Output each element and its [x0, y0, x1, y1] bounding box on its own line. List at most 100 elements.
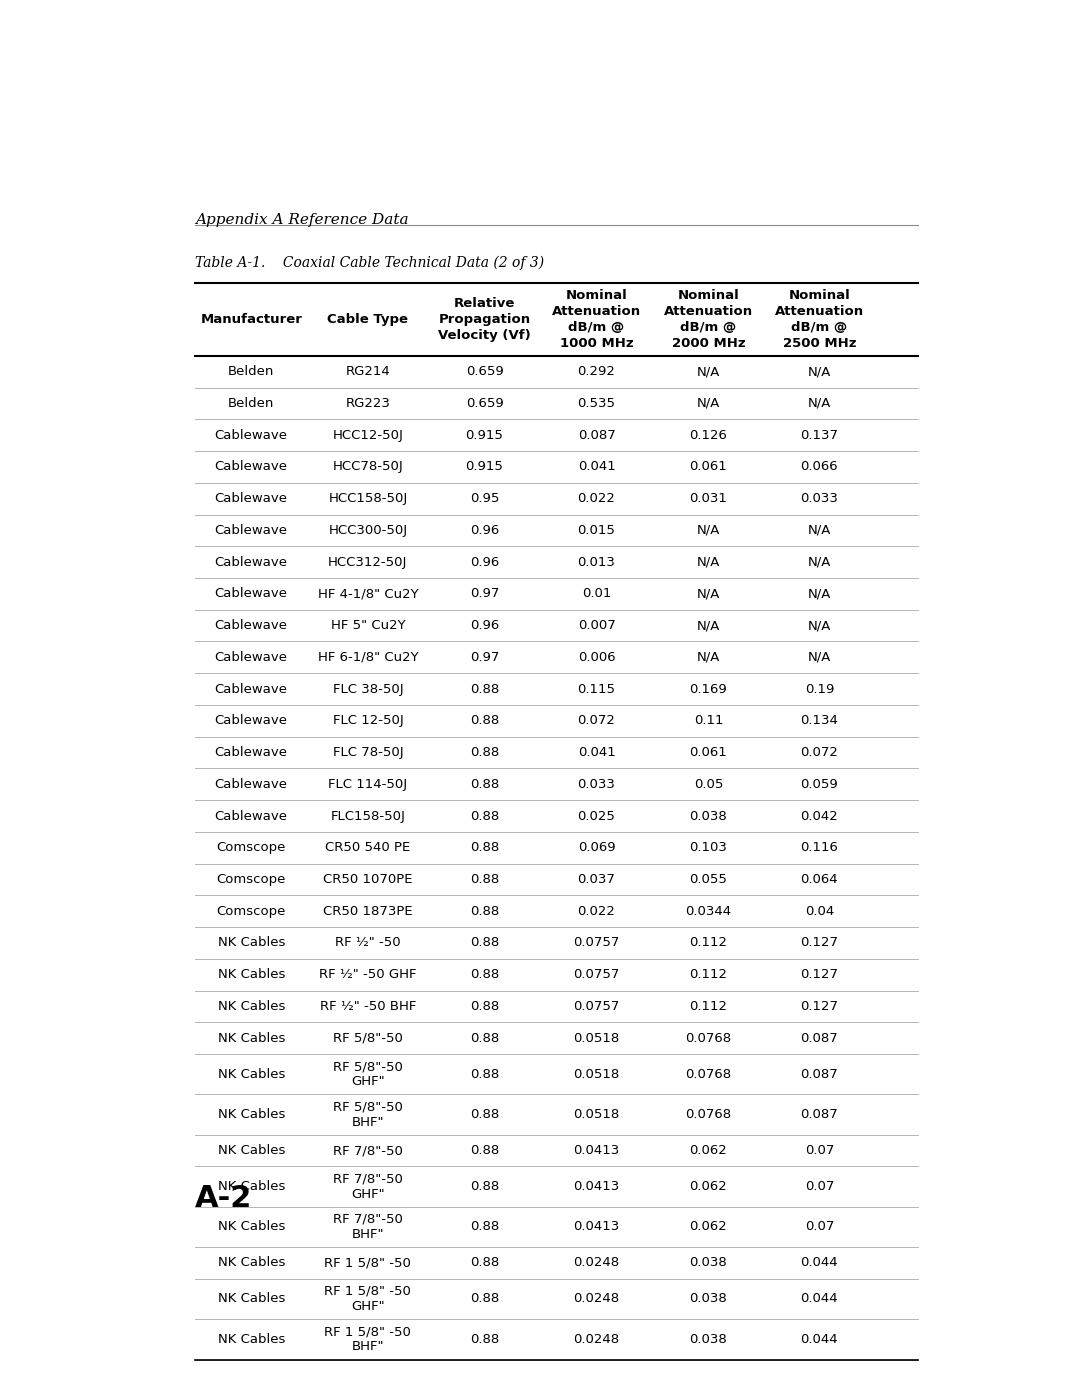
Text: Cablewave: Cablewave	[215, 714, 287, 728]
Text: 0.041: 0.041	[578, 746, 616, 759]
Text: CR50 1873PE: CR50 1873PE	[323, 905, 413, 918]
Text: N/A: N/A	[697, 365, 720, 379]
Text: FLC 38-50J: FLC 38-50J	[333, 683, 403, 696]
Text: 0.103: 0.103	[689, 841, 728, 854]
Text: N/A: N/A	[697, 556, 720, 569]
Text: 0.066: 0.066	[800, 461, 838, 474]
Text: Cablewave: Cablewave	[215, 651, 287, 664]
Text: 0.01: 0.01	[582, 587, 611, 601]
Text: 0.061: 0.061	[690, 461, 727, 474]
Text: N/A: N/A	[697, 651, 720, 664]
Text: 0.96: 0.96	[470, 556, 499, 569]
Text: 0.88: 0.88	[470, 778, 499, 791]
Text: NK Cables: NK Cables	[217, 936, 285, 950]
Text: 0.07: 0.07	[805, 1221, 834, 1234]
Text: FLC158-50J: FLC158-50J	[330, 809, 405, 823]
Text: 0.88: 0.88	[470, 1333, 499, 1345]
Text: Cablewave: Cablewave	[215, 492, 287, 506]
Text: 0.013: 0.013	[578, 556, 616, 569]
Text: CR50 1070PE: CR50 1070PE	[323, 873, 413, 886]
Text: 0.044: 0.044	[800, 1333, 838, 1345]
Text: 0.915: 0.915	[465, 429, 503, 441]
Text: Nominal
Attenuation
dB/m @
2500 MHz: Nominal Attenuation dB/m @ 2500 MHz	[774, 289, 864, 349]
Text: 0.0413: 0.0413	[573, 1180, 620, 1193]
Text: 0.0413: 0.0413	[573, 1144, 620, 1157]
Text: 0.0518: 0.0518	[573, 1108, 620, 1120]
Text: 0.038: 0.038	[690, 1292, 727, 1306]
Text: 0.88: 0.88	[470, 1144, 499, 1157]
Text: RF ½" -50: RF ½" -50	[335, 936, 401, 950]
Text: 0.115: 0.115	[578, 683, 616, 696]
Text: 0.88: 0.88	[470, 1221, 499, 1234]
Text: 0.292: 0.292	[578, 365, 616, 379]
Text: Manufacturer: Manufacturer	[200, 313, 302, 326]
Text: 0.025: 0.025	[578, 809, 616, 823]
Text: N/A: N/A	[808, 556, 831, 569]
Text: 0.127: 0.127	[800, 1000, 838, 1013]
Text: RF 7/8"-50
BHF": RF 7/8"-50 BHF"	[333, 1213, 403, 1241]
Text: NK Cables: NK Cables	[217, 1292, 285, 1306]
Text: Cablewave: Cablewave	[215, 619, 287, 631]
Text: Cablewave: Cablewave	[215, 524, 287, 536]
Text: RG214: RG214	[346, 365, 390, 379]
Text: 0.062: 0.062	[690, 1180, 727, 1193]
Text: 0.95: 0.95	[470, 492, 499, 506]
Text: NK Cables: NK Cables	[217, 1067, 285, 1081]
Text: N/A: N/A	[808, 619, 831, 631]
Text: 0.031: 0.031	[689, 492, 728, 506]
Text: 0.11: 0.11	[693, 714, 724, 728]
Text: Belden: Belden	[228, 397, 274, 409]
Text: 0.041: 0.041	[578, 461, 616, 474]
Text: 0.88: 0.88	[470, 683, 499, 696]
Text: 0.055: 0.055	[689, 873, 728, 886]
Text: 0.0768: 0.0768	[686, 1031, 731, 1045]
Text: 0.116: 0.116	[800, 841, 838, 854]
Text: RF ½" -50 BHF: RF ½" -50 BHF	[320, 1000, 416, 1013]
Text: CR50 540 PE: CR50 540 PE	[325, 841, 410, 854]
Text: Cablewave: Cablewave	[215, 429, 287, 441]
Text: 0.88: 0.88	[470, 936, 499, 950]
Text: RF 1 5/8" -50
GHF": RF 1 5/8" -50 GHF"	[324, 1285, 411, 1313]
Text: 0.659: 0.659	[465, 397, 503, 409]
Text: 0.88: 0.88	[470, 1031, 499, 1045]
Text: 0.96: 0.96	[470, 619, 499, 631]
Text: 0.038: 0.038	[690, 1256, 727, 1270]
Text: 0.0413: 0.0413	[573, 1221, 620, 1234]
Text: HCC78-50J: HCC78-50J	[333, 461, 403, 474]
Text: 0.19: 0.19	[805, 683, 834, 696]
Text: 0.96: 0.96	[470, 524, 499, 536]
Text: RF 1 5/8" -50
BHF": RF 1 5/8" -50 BHF"	[324, 1326, 411, 1354]
Text: 0.061: 0.061	[690, 746, 727, 759]
Text: N/A: N/A	[697, 397, 720, 409]
Text: RF 5/8"-50
GHF": RF 5/8"-50 GHF"	[333, 1060, 403, 1088]
Text: N/A: N/A	[808, 651, 831, 664]
Text: RF 1 5/8" -50: RF 1 5/8" -50	[324, 1256, 411, 1270]
Text: 0.059: 0.059	[800, 778, 838, 791]
Text: 0.0757: 0.0757	[573, 1000, 620, 1013]
Text: Cablewave: Cablewave	[215, 587, 287, 601]
Text: N/A: N/A	[808, 365, 831, 379]
Text: Belden: Belden	[228, 365, 274, 379]
Text: Appendix A Reference Data: Appendix A Reference Data	[195, 212, 409, 226]
Text: Relative
Propagation
Velocity (Vf): Relative Propagation Velocity (Vf)	[438, 296, 531, 342]
Text: 0.062: 0.062	[690, 1144, 727, 1157]
Text: 0.535: 0.535	[578, 397, 616, 409]
Text: HCC158-50J: HCC158-50J	[328, 492, 407, 506]
Text: HCC12-50J: HCC12-50J	[333, 429, 403, 441]
Text: NK Cables: NK Cables	[217, 968, 285, 981]
Text: 0.087: 0.087	[578, 429, 616, 441]
Text: 0.88: 0.88	[470, 1180, 499, 1193]
Text: 0.0248: 0.0248	[573, 1292, 620, 1306]
Text: 0.04: 0.04	[805, 905, 834, 918]
Text: 0.88: 0.88	[470, 1108, 499, 1120]
Text: 0.033: 0.033	[578, 778, 616, 791]
Text: RF 7/8"-50: RF 7/8"-50	[333, 1144, 403, 1157]
Text: NK Cables: NK Cables	[217, 1031, 285, 1045]
Text: 0.037: 0.037	[578, 873, 616, 886]
Text: 0.134: 0.134	[800, 714, 838, 728]
Text: RF 5/8"-50: RF 5/8"-50	[333, 1031, 403, 1045]
Text: N/A: N/A	[697, 524, 720, 536]
Text: 0.127: 0.127	[800, 936, 838, 950]
Text: HF 6-1/8" Cu2Y: HF 6-1/8" Cu2Y	[318, 651, 418, 664]
Text: RG223: RG223	[346, 397, 390, 409]
